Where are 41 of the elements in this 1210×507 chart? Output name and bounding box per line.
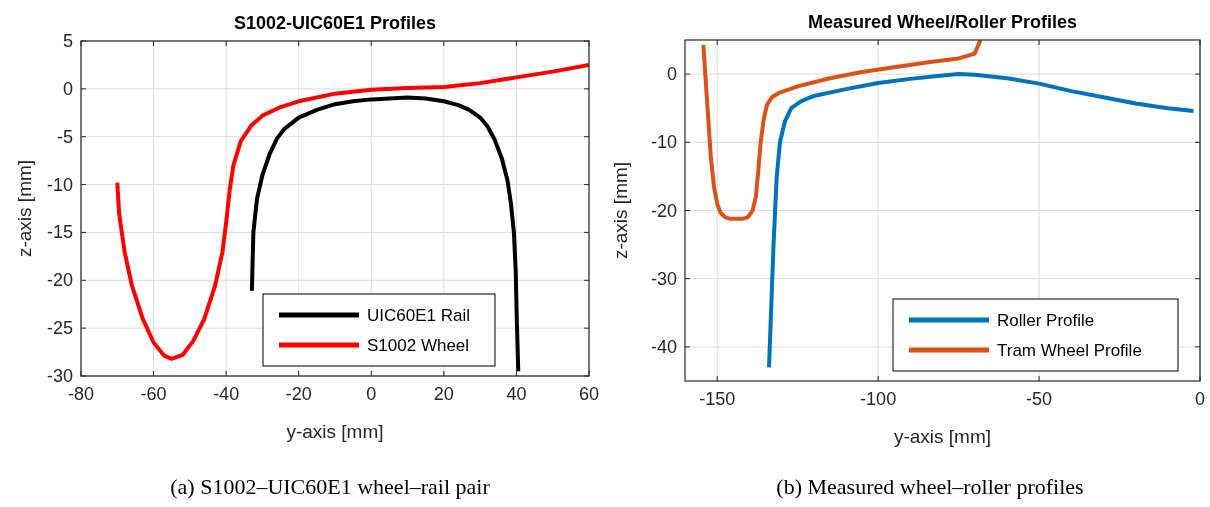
y-tick-label: -25	[46, 318, 73, 339]
text: (a) S1002–UIC60E1 wheel–rail pair	[170, 474, 491, 499]
y-tick-label: -5	[56, 126, 73, 147]
y-axis-title: z-axis [mm]	[610, 161, 631, 260]
y-axis-title: z-axis [mm]	[14, 159, 35, 258]
x-tick-label: 0	[1194, 389, 1206, 409]
y-tick-label: 0	[666, 64, 677, 85]
y-tick-label: -15	[46, 222, 73, 243]
legend-label: S1002 Wheel	[367, 336, 470, 355]
y-tick-label: 0	[62, 78, 73, 99]
x-tick-label: -20	[285, 384, 312, 404]
x-tick-label: 0	[366, 384, 377, 404]
x-tick-label: -100	[860, 389, 897, 409]
y-tick-label: -40	[650, 336, 677, 357]
x-tick-label: -40	[213, 384, 240, 404]
x-tick-label: 60	[578, 384, 600, 404]
chart-title: S1002-UIC60E1 Profiles	[233, 13, 437, 33]
y-tick-label: -30	[46, 366, 73, 386]
x-tick-label: -150	[699, 389, 736, 409]
x-tick-label: -60	[140, 384, 167, 404]
x-tick-label: 20	[433, 384, 454, 404]
line-series	[249, 95, 521, 374]
x-tick-label: -80	[67, 384, 95, 404]
x-axis-title: y-axis [mm]	[286, 421, 384, 442]
y-tick-label: -20	[650, 200, 677, 221]
text: (b) Measured wheel–roller profiles	[776, 474, 1084, 499]
line-series	[767, 72, 1196, 370]
x-axis-title: y-axis [mm]	[893, 426, 992, 447]
legend-label: Tram Wheel Profile	[997, 341, 1142, 360]
chart-title: Measured Wheel/Roller Profiles	[807, 12, 1078, 32]
y-tick-label: -10	[46, 174, 73, 195]
legend-label: UIC60E1 Rail	[367, 306, 470, 325]
y-tick-label: -20	[46, 270, 73, 291]
legend-label: Roller Profile	[997, 311, 1095, 330]
y-tick-label: 5	[62, 31, 73, 51]
line-series	[701, 40, 983, 221]
line-series	[115, 62, 589, 361]
y-tick-label: -30	[650, 268, 677, 289]
y-tick-label: -10	[650, 132, 677, 153]
x-tick-label: 40	[506, 384, 527, 404]
x-tick-label: -50	[1026, 389, 1053, 409]
